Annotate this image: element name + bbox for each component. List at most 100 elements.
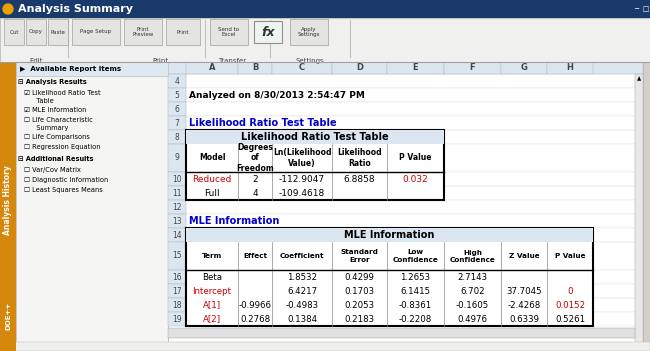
Bar	[290, 19, 328, 45]
Text: 37.7045: 37.7045	[506, 286, 542, 296]
Text: 0.4976: 0.4976	[458, 314, 488, 324]
Text: 8: 8	[175, 132, 179, 141]
Bar	[16, 62, 168, 351]
Text: P Value: P Value	[399, 153, 432, 163]
Text: ▶  Available Report Items: ▶ Available Report Items	[20, 66, 121, 72]
Text: 4: 4	[175, 77, 179, 86]
Bar	[168, 88, 186, 102]
Bar	[186, 228, 635, 242]
Text: 0.5261: 0.5261	[555, 314, 585, 324]
Text: 2: 2	[252, 174, 258, 184]
Bar	[186, 172, 635, 186]
Text: Send to
Excel: Send to Excel	[218, 27, 240, 38]
Bar	[635, 74, 643, 344]
Text: 6.4217: 6.4217	[287, 286, 317, 296]
Text: 14: 14	[172, 231, 182, 239]
Text: Beta: Beta	[202, 272, 222, 282]
Bar	[168, 62, 643, 351]
Text: Reduced: Reduced	[192, 174, 231, 184]
Bar	[168, 312, 186, 326]
Text: MLE Information: MLE Information	[189, 216, 280, 226]
Text: ▲: ▲	[637, 77, 641, 81]
Bar	[168, 74, 186, 88]
Text: Analysis Summary: Analysis Summary	[18, 4, 133, 14]
Text: Cut: Cut	[9, 29, 19, 34]
Text: E: E	[413, 64, 419, 73]
Bar	[168, 270, 186, 284]
Text: ☐ Least Squares Means: ☐ Least Squares Means	[24, 187, 103, 193]
Bar	[186, 130, 635, 144]
Bar	[238, 62, 272, 74]
Bar	[168, 186, 186, 200]
Text: 4: 4	[252, 188, 258, 198]
Bar	[186, 214, 635, 228]
Text: 0.0152: 0.0152	[555, 300, 585, 310]
Text: Copy: Copy	[29, 29, 43, 34]
Text: 10: 10	[172, 174, 182, 184]
Bar	[186, 130, 444, 144]
Bar	[168, 102, 186, 116]
Bar	[168, 200, 186, 214]
Text: B: B	[252, 64, 258, 73]
Text: -0.9966: -0.9966	[239, 300, 272, 310]
Bar	[168, 284, 186, 298]
Bar	[0, 18, 650, 62]
Text: 5: 5	[175, 91, 179, 99]
Text: 1.2653: 1.2653	[400, 272, 430, 282]
Text: Likelihood
Ratio: Likelihood Ratio	[337, 148, 382, 168]
Bar	[168, 298, 186, 312]
Text: Low
Confidence: Low Confidence	[393, 250, 438, 263]
Bar	[0, 0, 650, 18]
Bar	[26, 19, 46, 45]
Text: Print
Preview: Print Preview	[133, 27, 153, 38]
Text: ☐ Life Characteristic: ☐ Life Characteristic	[24, 117, 93, 123]
Text: -2.4268: -2.4268	[508, 300, 541, 310]
Text: A[1]: A[1]	[203, 300, 221, 310]
Text: -109.4618: -109.4618	[279, 188, 325, 198]
Text: Standard
Error: Standard Error	[341, 250, 378, 263]
Bar	[48, 19, 68, 45]
Bar	[186, 62, 238, 74]
Text: Apply
Settings: Apply Settings	[298, 27, 320, 38]
Bar	[186, 242, 635, 270]
Bar	[186, 144, 635, 172]
Bar	[168, 62, 643, 74]
Text: -0.4983: -0.4983	[285, 300, 318, 310]
Text: ─  □  ✕: ─ □ ✕	[634, 6, 650, 12]
Text: Table: Table	[30, 98, 54, 104]
Text: Degrees
of
Freedom: Degrees of Freedom	[236, 143, 274, 173]
Text: 0.2183: 0.2183	[344, 314, 374, 324]
Bar	[0, 342, 650, 351]
Bar	[387, 62, 444, 74]
Bar	[168, 228, 186, 242]
Text: Coefficient: Coefficient	[280, 253, 324, 259]
Text: 1.8532: 1.8532	[287, 272, 317, 282]
Text: 12: 12	[172, 203, 182, 212]
Bar	[168, 214, 186, 228]
Text: 19: 19	[172, 314, 182, 324]
Text: A[2]: A[2]	[203, 314, 221, 324]
Text: 0.6339: 0.6339	[509, 314, 539, 324]
Text: ☐ Var/Cov Matrix: ☐ Var/Cov Matrix	[24, 167, 81, 173]
Bar	[272, 62, 332, 74]
Text: Settings: Settings	[296, 58, 324, 64]
Bar	[186, 312, 635, 326]
Bar	[186, 228, 593, 242]
Bar	[547, 62, 593, 74]
Bar	[168, 172, 186, 186]
Bar	[186, 74, 635, 88]
Bar	[444, 62, 501, 74]
Bar	[168, 130, 186, 144]
Bar	[16, 62, 168, 76]
Text: Z Value: Z Value	[509, 253, 540, 259]
Bar	[124, 19, 162, 45]
Bar	[186, 200, 635, 214]
Text: F: F	[470, 64, 475, 73]
Text: ☐ Life Comparisons: ☐ Life Comparisons	[24, 134, 90, 140]
Text: -0.1605: -0.1605	[456, 300, 489, 310]
Text: Print: Print	[177, 29, 189, 34]
Text: Model: Model	[199, 153, 226, 163]
Text: P Value: P Value	[554, 253, 585, 259]
Text: Summary: Summary	[30, 125, 68, 131]
Text: 17: 17	[172, 286, 182, 296]
